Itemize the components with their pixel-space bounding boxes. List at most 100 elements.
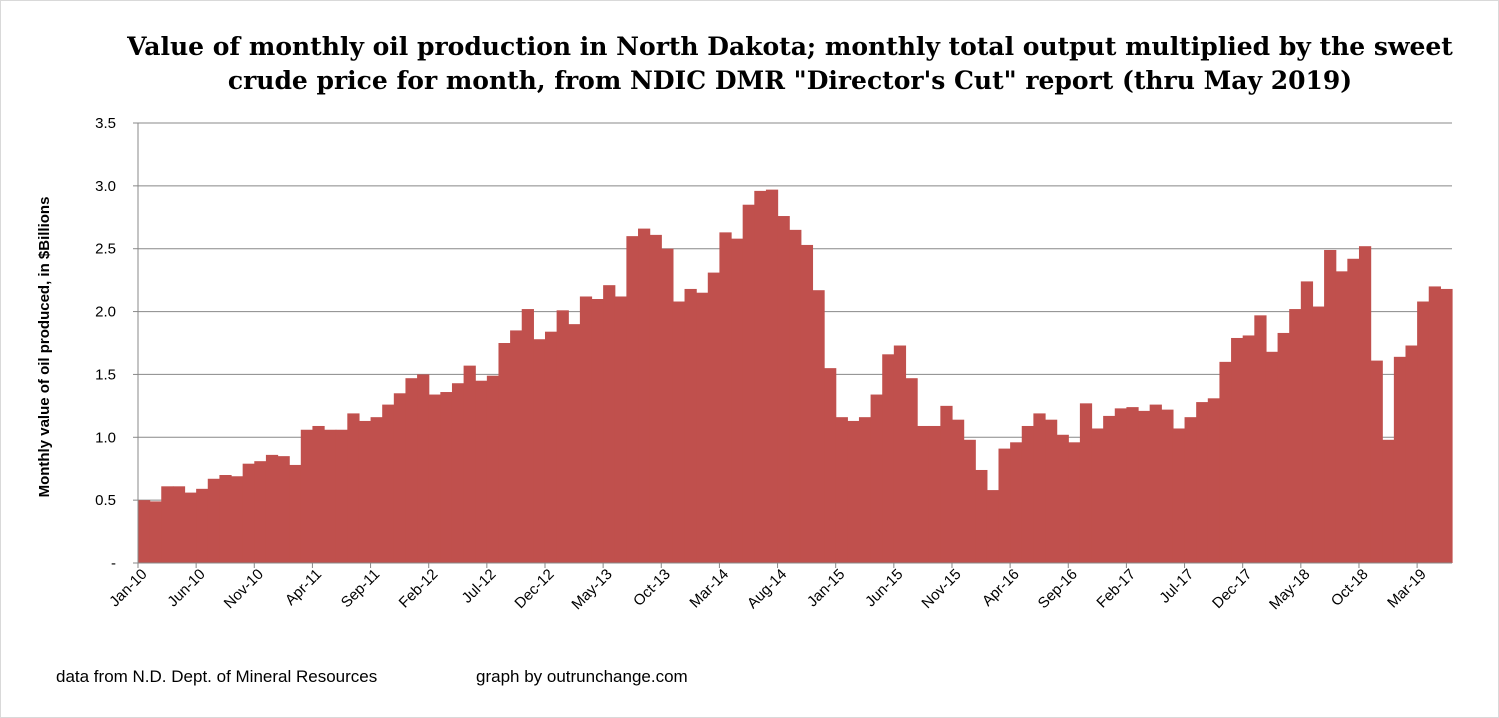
bar bbox=[614, 296, 627, 563]
bar bbox=[1312, 306, 1325, 563]
x-tick-label: Apr-16 bbox=[979, 566, 1023, 610]
bar bbox=[544, 331, 558, 563]
bar bbox=[1254, 315, 1267, 563]
bar bbox=[672, 301, 686, 563]
bar bbox=[1056, 434, 1069, 563]
bar bbox=[765, 189, 779, 563]
bar bbox=[312, 425, 325, 563]
bar bbox=[370, 417, 383, 563]
bar bbox=[1417, 301, 1430, 563]
bar bbox=[1393, 356, 1407, 563]
bar bbox=[1161, 409, 1174, 563]
bar bbox=[1335, 271, 1348, 563]
bar bbox=[649, 234, 662, 563]
bar bbox=[440, 392, 453, 563]
bar bbox=[591, 299, 604, 563]
x-tick-label: Oct-18 bbox=[1328, 566, 1372, 610]
bar bbox=[917, 425, 930, 563]
bar bbox=[382, 404, 395, 563]
x-tick-label: Sep-16 bbox=[1035, 566, 1081, 612]
bar bbox=[405, 378, 418, 563]
bar bbox=[324, 429, 337, 563]
y-tick-label: 3.0 bbox=[95, 178, 116, 195]
x-tick-label: May-18 bbox=[1266, 566, 1313, 613]
bar bbox=[579, 296, 593, 563]
bar bbox=[1289, 309, 1302, 563]
bar bbox=[417, 374, 430, 563]
x-tick-label: Jan-10 bbox=[106, 566, 150, 610]
y-tick-label: 0.5 bbox=[95, 492, 116, 509]
x-tick-label: Apr-11 bbox=[282, 566, 325, 609]
bar bbox=[451, 383, 465, 563]
footer-credit: graph by outrunchange.com bbox=[476, 667, 688, 686]
bar bbox=[172, 486, 186, 563]
bar bbox=[556, 310, 569, 563]
x-tick-label: Jun-10 bbox=[164, 566, 208, 610]
bar bbox=[696, 292, 709, 563]
bar bbox=[1172, 428, 1186, 563]
bar bbox=[1428, 286, 1441, 563]
bar bbox=[138, 500, 151, 563]
bar bbox=[1370, 360, 1383, 563]
bar bbox=[812, 290, 825, 563]
bar bbox=[707, 272, 721, 563]
bar bbox=[789, 229, 802, 563]
y-tick-label: 3.5 bbox=[95, 115, 116, 132]
bar bbox=[1440, 288, 1453, 563]
bar bbox=[626, 236, 639, 563]
bar bbox=[393, 393, 407, 563]
bar bbox=[1405, 345, 1418, 563]
bar bbox=[277, 456, 290, 563]
x-tick-label: Oct-13 bbox=[630, 566, 674, 610]
bar bbox=[1277, 332, 1290, 563]
bar bbox=[1196, 402, 1209, 563]
x-tick-label: Feb-17 bbox=[1093, 566, 1139, 612]
bar bbox=[777, 216, 790, 563]
chart-title-line-1: Value of monthly oil production in North… bbox=[127, 32, 1453, 61]
y-tick-label: - bbox=[111, 555, 116, 572]
bar bbox=[568, 324, 581, 563]
bar bbox=[533, 339, 546, 563]
bar bbox=[265, 454, 279, 563]
x-tick-labels: Jan-10 Jun-10 Nov-10 Apr-11 Sep-11 Feb-12 Jul-… bbox=[106, 566, 1430, 613]
bar bbox=[1207, 398, 1221, 563]
x-tick-label: May-13 bbox=[568, 566, 615, 613]
footer-source: data from N.D. Dept. of Mineral Resource… bbox=[56, 667, 378, 686]
bar bbox=[940, 405, 953, 563]
bar bbox=[1265, 351, 1279, 563]
bar bbox=[661, 248, 674, 563]
bar bbox=[1382, 439, 1395, 563]
x-tick-label: Jul-12 bbox=[459, 566, 500, 607]
x-tick-label: Jun-15 bbox=[862, 566, 906, 610]
bar bbox=[800, 244, 814, 563]
bar bbox=[719, 232, 732, 563]
bar bbox=[731, 238, 744, 563]
bar bbox=[975, 469, 988, 563]
bar bbox=[196, 488, 209, 563]
bar bbox=[1149, 404, 1162, 563]
x-tick-label: Feb-12 bbox=[396, 566, 442, 612]
x-tick-label: Nov-10 bbox=[221, 566, 267, 612]
x-tick-label: Dec-17 bbox=[1209, 566, 1255, 612]
bar bbox=[1103, 415, 1116, 563]
bar bbox=[603, 285, 616, 563]
bar bbox=[335, 429, 348, 563]
y-tick-label: 1.5 bbox=[95, 366, 116, 383]
bar bbox=[1231, 337, 1244, 563]
bar bbox=[998, 448, 1011, 563]
bar bbox=[289, 464, 302, 563]
bar bbox=[498, 343, 511, 563]
bar bbox=[510, 330, 523, 563]
bar bbox=[149, 501, 162, 563]
bar bbox=[1347, 258, 1360, 563]
bar bbox=[882, 354, 895, 563]
bar bbox=[1079, 403, 1093, 563]
bar bbox=[905, 378, 918, 563]
bar bbox=[428, 394, 441, 563]
bar bbox=[858, 417, 872, 563]
bar bbox=[754, 190, 767, 563]
bar bbox=[1300, 281, 1314, 563]
bar bbox=[1033, 413, 1046, 563]
x-tick-label: Nov-15 bbox=[918, 566, 964, 612]
bar bbox=[521, 309, 534, 563]
